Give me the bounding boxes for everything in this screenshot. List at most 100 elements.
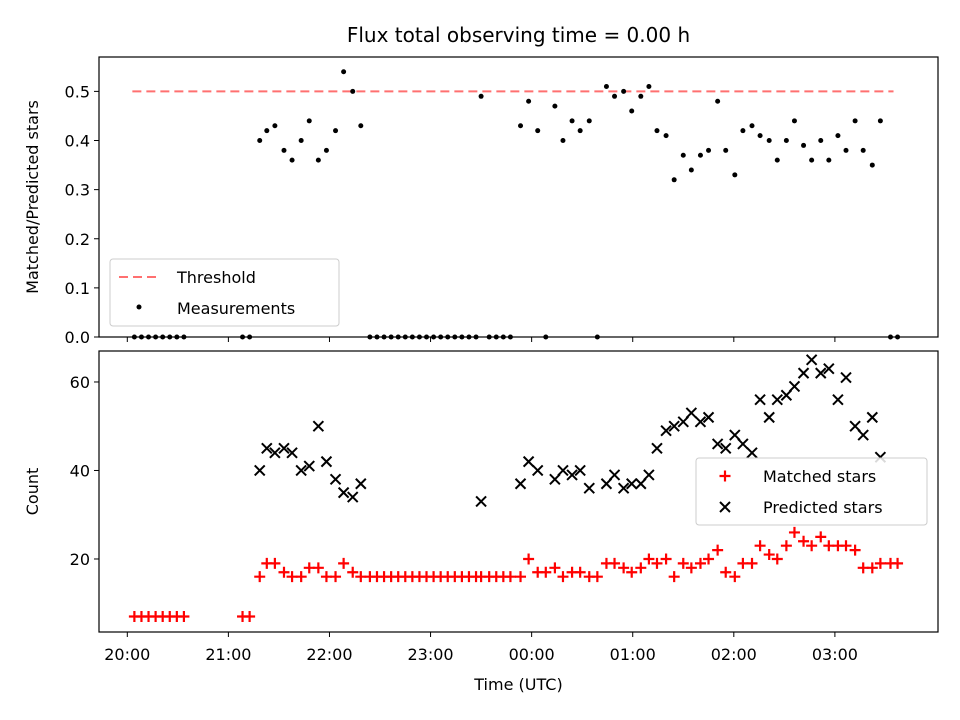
measurement-point bbox=[409, 334, 415, 340]
predicted-star-point bbox=[849, 420, 861, 432]
predicted-star-point bbox=[626, 478, 638, 490]
matched-star-point bbox=[754, 540, 766, 552]
predicted-star-point bbox=[815, 367, 827, 379]
measurement-point bbox=[688, 167, 694, 173]
predicted-star-point bbox=[475, 495, 487, 508]
predicted-star-point bbox=[269, 447, 281, 459]
measurement-point bbox=[801, 142, 807, 148]
legend-predicted-swatch bbox=[719, 501, 731, 513]
predicted-star-point bbox=[295, 464, 307, 477]
matched-star-point bbox=[798, 535, 810, 547]
predicted-star-point bbox=[651, 442, 663, 455]
predicted-star-point bbox=[355, 478, 367, 490]
predicted-star-point bbox=[866, 411, 879, 424]
measurement-point bbox=[560, 138, 566, 144]
measurement-point bbox=[766, 138, 772, 144]
legend-bottom: Matched stars Predicted stars bbox=[695, 457, 928, 526]
measurement-point bbox=[402, 334, 408, 340]
predicted-star-point bbox=[694, 416, 707, 428]
matched-star-point bbox=[523, 553, 535, 565]
matched-star-point bbox=[660, 553, 672, 565]
x-tick-label: 03:00 bbox=[812, 645, 858, 664]
measurement-point bbox=[507, 334, 513, 340]
legend-measurement-swatch bbox=[136, 304, 142, 310]
measurement-point bbox=[543, 334, 549, 340]
legend-threshold-label: Threshold bbox=[176, 268, 256, 287]
y-axis-label: Count bbox=[23, 468, 42, 516]
measurement-point bbox=[577, 128, 583, 134]
y-tick-label: 20 bbox=[70, 550, 90, 569]
measurement-point bbox=[621, 88, 627, 94]
measurement-point bbox=[281, 147, 287, 153]
matched-star-point bbox=[720, 566, 732, 578]
predicted-star-point bbox=[566, 469, 578, 481]
predicted-star-point bbox=[278, 442, 290, 455]
measurement-point bbox=[323, 147, 329, 153]
measurement-point bbox=[594, 334, 600, 340]
measurement-point bbox=[835, 133, 841, 139]
predicted-star-point bbox=[347, 491, 359, 503]
measurement-point bbox=[381, 334, 387, 340]
matched-star-point bbox=[815, 531, 827, 543]
matched-star-point bbox=[840, 540, 852, 552]
measurement-point bbox=[445, 334, 451, 340]
measurement-point bbox=[153, 334, 159, 340]
x-tick-label: 02:00 bbox=[711, 645, 757, 664]
measurement-point bbox=[289, 157, 295, 163]
legend-matched-swatch bbox=[719, 470, 731, 482]
legend-box bbox=[109, 258, 340, 327]
measurement-point bbox=[654, 128, 660, 134]
x-tick-label: 00:00 bbox=[509, 645, 555, 664]
predicted-star-point bbox=[832, 393, 844, 406]
predicted-star-point bbox=[549, 473, 561, 486]
measurement-point bbox=[869, 162, 875, 168]
predicted-star-point bbox=[583, 482, 595, 494]
bottom-panel: 20 40 60 20:00 21:00 22:00 23:00 00:00 01:00 02:0… bbox=[23, 350, 939, 694]
predicted-star-point bbox=[303, 460, 315, 472]
measurement-point bbox=[424, 334, 430, 340]
predicted-star-point bbox=[660, 424, 672, 437]
predicted-star-point bbox=[635, 478, 647, 490]
matched-star-point bbox=[504, 571, 516, 583]
legend-matched-label: Matched stars bbox=[763, 467, 876, 486]
measurement-point bbox=[715, 98, 721, 104]
y-tick-label: 40 bbox=[70, 461, 90, 480]
measurement-point bbox=[486, 334, 492, 340]
predicted-star-point bbox=[574, 464, 586, 477]
y-tick-label: 60 bbox=[70, 373, 90, 392]
measurement-point bbox=[586, 118, 592, 124]
measurement-point bbox=[638, 93, 644, 99]
predicted-star-point bbox=[514, 478, 527, 490]
x-axis-label: Time (UTC) bbox=[473, 675, 562, 694]
matched-star-point bbox=[515, 571, 527, 583]
measurement-point bbox=[438, 334, 444, 340]
measurement-point bbox=[877, 118, 883, 124]
measurement-point bbox=[131, 334, 137, 340]
predicted-star-point bbox=[763, 411, 775, 424]
predicted-star-point bbox=[805, 354, 818, 366]
measurement-point bbox=[146, 334, 152, 340]
predicted-star-point bbox=[329, 473, 342, 486]
matched-star-point bbox=[806, 540, 818, 552]
predicted-star-point bbox=[668, 420, 680, 432]
measurement-point bbox=[852, 118, 858, 124]
predicted-star-point bbox=[617, 482, 630, 494]
x-tick-label: 20:00 bbox=[104, 645, 150, 664]
matched-star-point bbox=[618, 562, 630, 574]
predicted-star-point bbox=[729, 429, 741, 441]
matched-star-point bbox=[694, 557, 706, 569]
matched-star-point bbox=[874, 557, 886, 569]
measurement-point bbox=[809, 157, 815, 163]
predicted-star-point bbox=[788, 380, 801, 393]
chart-title: Flux total observing time = 0.00 h bbox=[347, 23, 690, 47]
measurement-point bbox=[374, 334, 380, 340]
matched-star-point bbox=[651, 557, 663, 569]
predicted-star-point bbox=[261, 442, 273, 455]
matched-star-point bbox=[557, 571, 569, 583]
measurement-point bbox=[671, 177, 677, 183]
legend-measurement-label: Measurements bbox=[177, 299, 295, 318]
measurement-point bbox=[740, 128, 746, 134]
matched-star-point bbox=[244, 611, 256, 623]
matched-star-point bbox=[540, 566, 552, 578]
